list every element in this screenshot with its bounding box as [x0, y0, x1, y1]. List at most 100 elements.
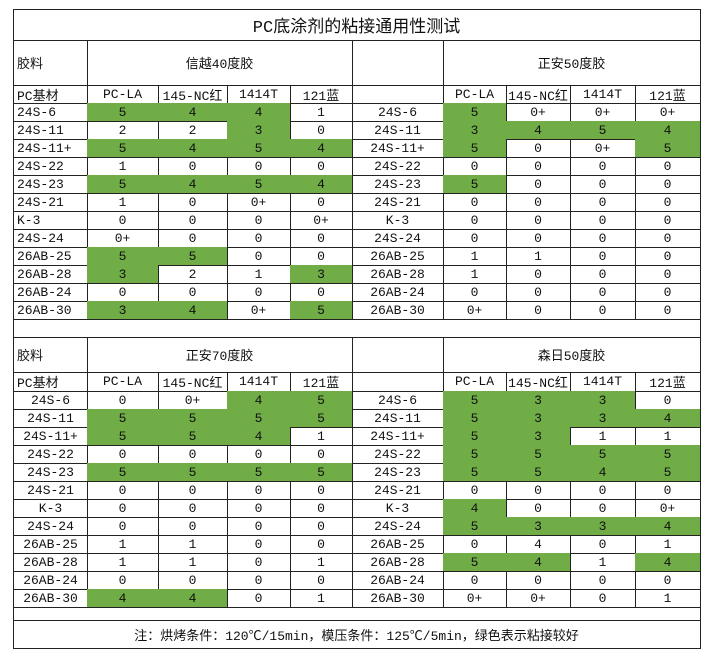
value-cell: 5 — [443, 103, 507, 122]
value-cell: 4 — [158, 589, 228, 608]
value-cell: 0 — [227, 535, 291, 554]
value-cell: 5 — [635, 139, 701, 158]
column-header: 145-NC红 — [506, 372, 571, 392]
value-cell: 1 — [158, 535, 228, 554]
value-cell: 0 — [87, 445, 159, 464]
row-label: 24S-11 — [352, 121, 444, 140]
value-cell: 0 — [570, 211, 636, 230]
value-cell: 0 — [158, 211, 228, 230]
row-label: 26AB-30 — [14, 301, 88, 320]
value-cell: 5 — [443, 463, 507, 482]
value-cell: 4 — [227, 427, 291, 446]
value-cell: 0 — [290, 229, 353, 248]
group-name: 信越40度胶 — [87, 40, 353, 86]
value-cell: 0 — [290, 517, 353, 536]
column-header: 121蓝 — [635, 85, 701, 104]
value-cell: 4 — [635, 409, 701, 428]
column-header: 145-NC红 — [506, 85, 571, 104]
value-cell: 0 — [506, 229, 571, 248]
value-cell: 0 — [158, 481, 228, 500]
value-cell: 0 — [506, 157, 571, 176]
column-header: 1414T — [227, 85, 291, 104]
value-cell: 0 — [570, 157, 636, 176]
value-cell: 0 — [290, 157, 353, 176]
value-cell: 1 — [635, 427, 701, 446]
row-label: 24S-24 — [14, 517, 88, 536]
value-cell: 0 — [570, 535, 636, 554]
value-cell: 0 — [227, 481, 291, 500]
group-name: 森日50度胶 — [443, 337, 701, 373]
value-cell: 4 — [227, 391, 291, 410]
value-cell: 4 — [635, 517, 701, 536]
value-cell: 5 — [87, 463, 159, 482]
value-cell: 5 — [227, 409, 291, 428]
value-cell: 1 — [290, 589, 353, 608]
value-cell: 0 — [635, 301, 701, 320]
value-cell: 4 — [290, 139, 353, 158]
value-cell: 0 — [506, 283, 571, 302]
value-cell: 0 — [158, 571, 228, 590]
value-cell: 5 — [87, 409, 159, 428]
value-cell: 3 — [506, 391, 571, 410]
value-cell: 1 — [158, 553, 228, 572]
value-cell: 1 — [87, 157, 159, 176]
value-cell: 0 — [227, 589, 291, 608]
value-cell: 0 — [87, 571, 159, 590]
row-label: 26AB-28 — [352, 265, 444, 284]
value-cell: 5 — [87, 247, 159, 266]
value-cell: 1 — [443, 265, 507, 284]
value-cell: 0 — [570, 571, 636, 590]
value-cell: 5 — [506, 445, 571, 464]
value-cell: 3 — [570, 409, 636, 428]
row-label: 24S-21 — [352, 481, 444, 500]
row-label: 26AB-25 — [352, 247, 444, 266]
value-cell: 3 — [290, 265, 353, 284]
value-cell: 0 — [227, 517, 291, 536]
value-cell: 0 — [158, 193, 228, 212]
value-cell: 5 — [227, 139, 291, 158]
value-cell: 5 — [570, 121, 636, 140]
row-label: 24S-6 — [352, 391, 444, 410]
value-cell: 5 — [443, 553, 507, 572]
value-cell: 0+ — [227, 193, 291, 212]
value-cell: 3 — [87, 265, 159, 284]
value-cell: 0+ — [570, 103, 636, 122]
value-cell: 0 — [87, 211, 159, 230]
value-cell: 0+ — [227, 301, 291, 320]
row-label: 24S-11+ — [352, 139, 444, 158]
row-label: 26AB-24 — [14, 283, 88, 302]
value-cell: 0 — [290, 193, 353, 212]
value-cell: 5 — [506, 463, 571, 482]
value-cell: 0 — [158, 499, 228, 518]
value-cell: 0 — [506, 139, 571, 158]
value-cell: 1 — [87, 535, 159, 554]
value-cell: 0 — [635, 283, 701, 302]
value-cell: 0 — [443, 193, 507, 212]
material-label: 胶料 — [14, 337, 88, 373]
column-header: 1414T — [570, 85, 636, 104]
value-cell: 0 — [290, 247, 353, 266]
value-cell: 0 — [227, 553, 291, 572]
value-cell: 0+ — [87, 229, 159, 248]
value-cell: 0 — [227, 445, 291, 464]
row-label: K-3 — [14, 499, 88, 518]
row-label: 24S-21 — [14, 481, 88, 500]
value-cell: 0 — [443, 535, 507, 554]
value-cell: 0 — [227, 211, 291, 230]
value-cell: 5 — [443, 445, 507, 464]
row-label: 26AB-25 — [352, 535, 444, 554]
row-label: 26AB-28 — [14, 265, 88, 284]
value-cell: 5 — [443, 391, 507, 410]
value-cell: 5 — [290, 391, 353, 410]
row-label: K-3 — [14, 211, 88, 230]
note: 注：烘烤条件：120℃/15min，模压条件：125℃/5min，绿色表示粘接较… — [13, 620, 701, 649]
value-cell: 1 — [290, 427, 353, 446]
value-cell: 5 — [443, 139, 507, 158]
value-cell: 0 — [635, 265, 701, 284]
row-label: 24S-22 — [352, 157, 444, 176]
value-cell: 0 — [443, 229, 507, 248]
column-header: 145-NC红 — [158, 372, 228, 392]
column-header: PC-LA — [443, 85, 507, 104]
value-cell: 0 — [570, 283, 636, 302]
